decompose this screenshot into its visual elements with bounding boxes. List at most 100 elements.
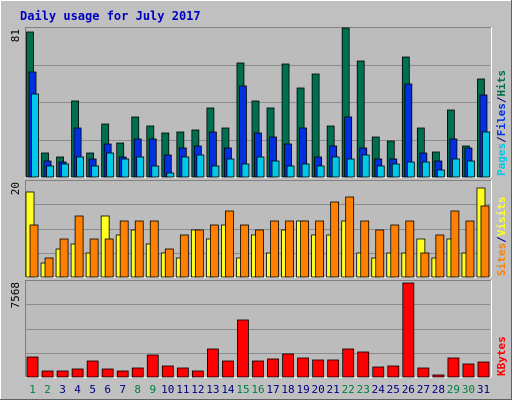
- bar-sites-day-8: [134, 220, 144, 278]
- x-tick-label-day-30: 30: [462, 383, 475, 396]
- bar-sites-day-9: [149, 220, 159, 278]
- x-tick-label-day-6: 6: [104, 383, 111, 396]
- x-tick-label-day-4: 4: [74, 383, 81, 396]
- bar-kbytes-day-14: [222, 360, 234, 378]
- bar-kbytes-day-30: [462, 363, 475, 378]
- legend-hits-files-pages: Pages/Files/Hits: [495, 70, 508, 176]
- bar-pages-day-29: [451, 158, 460, 178]
- x-tick-label-day-23: 23: [357, 383, 370, 396]
- bar-kbytes-day-18: [282, 353, 294, 378]
- bar-sites-day-17: [270, 220, 279, 278]
- bar-pages-day-9: [151, 165, 160, 178]
- y-axis-max-label: 81: [9, 29, 22, 42]
- bar-pages-day-20: [316, 165, 325, 178]
- x-tick-label-day-7: 7: [119, 383, 126, 396]
- x-tick-label-day-16: 16: [251, 383, 264, 396]
- x-tick-label-day-2: 2: [44, 383, 51, 396]
- panel-sites-visits: 20 Sites/Visits: [9, 180, 508, 278]
- bar-sites-day-27: [420, 252, 430, 278]
- bar-pages-day-27: [421, 161, 430, 178]
- bar-kbytes-day-5: [86, 360, 99, 378]
- bar-kbytes-day-10: [161, 365, 174, 378]
- bar-sites-day-3: [59, 238, 69, 278]
- bar-sites-day-10: [164, 248, 174, 278]
- legend-entry: Hits: [495, 70, 508, 97]
- bar-sites-day-19: [300, 220, 309, 278]
- bar-kbytes-day-28: [432, 374, 445, 378]
- bar-kbytes-day-20: [312, 359, 325, 378]
- bar-sites-day-26: [405, 220, 415, 278]
- panel-kbytes: 7568 KBytes: [9, 280, 508, 378]
- bar-pages-day-31: [482, 131, 490, 178]
- x-tick-label-day-29: 29: [447, 383, 460, 396]
- bar-pages-day-10: [166, 172, 175, 178]
- x-tick-label-day-28: 28: [432, 383, 445, 396]
- bar-pages-day-28: [436, 169, 445, 178]
- bar-pages-day-14: [226, 158, 235, 178]
- x-tick-label-day-3: 3: [59, 383, 66, 396]
- bar-kbytes-day-15: [237, 319, 249, 378]
- bar-sites-day-15: [240, 224, 249, 278]
- bar-pages-day-21: [331, 156, 340, 178]
- x-tick-label-day-12: 12: [191, 383, 204, 396]
- bar-sites-day-7: [119, 220, 129, 278]
- bar-sites-day-20: [315, 220, 325, 278]
- bar-kbytes-day-7: [116, 370, 129, 378]
- bar-kbytes-day-13: [206, 348, 219, 378]
- bar-sites-day-21: [330, 201, 340, 278]
- bar-kbytes-day-4: [71, 368, 84, 378]
- bar-kbytes-day-3: [56, 370, 69, 378]
- bar-pages-day-22: [346, 158, 355, 178]
- bar-kbytes-day-12: [191, 370, 204, 378]
- chart-title: Daily usage for July 2017: [20, 9, 201, 23]
- bar-kbytes-day-23: [357, 351, 370, 378]
- bar-sites-day-18: [285, 220, 294, 278]
- x-tick-label-day-18: 18: [281, 383, 294, 396]
- bar-pages-day-16: [256, 156, 265, 178]
- bar-pages-day-1: [31, 93, 39, 178]
- x-tick-label-day-10: 10: [161, 383, 174, 396]
- bar-sites-day-25: [390, 224, 400, 278]
- bar-pages-day-11: [181, 156, 190, 178]
- bar-pages-day-23: [361, 154, 370, 178]
- bar-kbytes-day-17: [267, 358, 279, 378]
- x-tick-label-day-25: 25: [387, 383, 400, 396]
- x-tick-label-day-17: 17: [266, 383, 279, 396]
- y-axis-max-label: 20: [9, 182, 22, 195]
- bar-pages-day-15: [241, 163, 250, 178]
- legend-sites-visits: Sites/Visits: [495, 197, 508, 277]
- bar-kbytes-day-6: [101, 368, 114, 378]
- bar-pages-day-3: [61, 163, 69, 178]
- bar-kbytes-day-25: [387, 365, 400, 378]
- bar-kbytes-day-2: [41, 370, 54, 378]
- legend-entry: /: [495, 236, 508, 243]
- bar-pages-day-8: [136, 156, 145, 178]
- bar-sites-day-4: [74, 215, 84, 278]
- legend-entry: KBytes: [495, 336, 508, 376]
- x-tick-label-day-5: 5: [89, 383, 96, 396]
- bar-sites-day-12: [194, 229, 204, 278]
- bar-sites-day-2: [44, 257, 54, 278]
- x-tick-label-day-15: 15: [236, 383, 249, 396]
- legend-entry: Files: [495, 103, 508, 136]
- bar-kbytes-day-24: [372, 366, 385, 378]
- bar-sites-day-22: [345, 196, 355, 278]
- chart-panels: 81 Pages/Files/Hits 20 Sites/Visits 7568 KByt…: [9, 27, 508, 378]
- y-axis-max-label: 7568: [9, 282, 22, 309]
- legend-entry: /: [495, 96, 508, 103]
- bar-sites-day-5: [89, 238, 99, 278]
- bar-kbytes-day-16: [252, 360, 264, 378]
- legend-entry: Sites: [495, 243, 508, 276]
- bar-kbytes-day-31: [477, 361, 490, 378]
- panel-hits-files-pages: 81 Pages/Files/Hits: [9, 27, 508, 178]
- bar-kbytes-day-29: [447, 357, 460, 378]
- x-axis-day-labels: 1 2 3 4 5 6 7 8 9 10 11 12 13 14 15 16 17 18 19 20 21 22 23 24 2…: [29, 383, 490, 396]
- bar-pages-day-19: [301, 163, 310, 178]
- bar-pages-day-2: [46, 165, 54, 178]
- bar-pages-day-6: [106, 152, 115, 178]
- x-tick-label-day-24: 24: [372, 383, 386, 396]
- bar-sites-day-13: [209, 224, 219, 278]
- bar-kbytes-day-11: [176, 367, 189, 378]
- bar-sites-day-23: [360, 220, 370, 278]
